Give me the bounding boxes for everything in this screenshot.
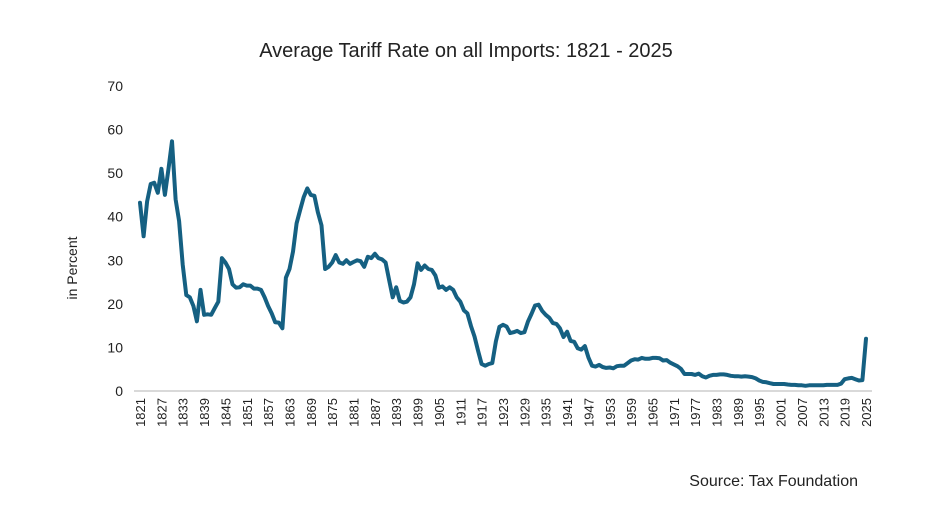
x-tick-label: 1953 [603,398,618,427]
x-tick-label: 2007 [795,398,810,427]
x-tick-label: 1839 [197,398,212,427]
x-tick-label: 2025 [859,398,874,427]
x-tick-label: 1977 [688,398,703,427]
x-tick-label: 1911 [453,398,468,426]
x-tick-label: 1863 [282,398,297,427]
x-tick-label: 2001 [774,398,789,427]
y-tick-label: 70 [107,78,123,94]
x-tick-label: 1851 [240,398,255,427]
x-tick-label: 1983 [710,398,725,427]
x-tick-label: 1995 [752,398,767,427]
x-tick-label: 1917 [475,398,490,427]
y-tick-label: 20 [107,296,123,312]
x-tick-label: 2019 [838,398,853,427]
x-tick-label: 1869 [304,398,319,427]
x-tick-label: 2013 [816,398,831,427]
x-tick-label: 1893 [389,398,404,427]
x-tick-label: 1857 [261,398,276,427]
y-tick-label: 10 [107,339,123,355]
y-tick-label: 30 [107,252,123,268]
x-tick-label: 1965 [645,398,660,427]
x-tick-label: 1887 [368,398,383,427]
source-note: Source: Tax Foundation [689,473,858,490]
x-tick-label: 1899 [411,398,426,427]
chart-title: Average Tariff Rate on all Imports: 1821… [259,40,673,62]
y-tick-label: 0 [115,383,123,399]
x-tick-label: 1935 [539,398,554,427]
x-tick-label: 1941 [560,398,575,427]
y-tick-label: 40 [107,209,123,225]
y-axis-label: in Percent [64,236,80,299]
x-tick-label: 1845 [218,398,233,427]
x-tick-label: 1923 [496,398,511,427]
x-tick-label: 1821 [133,398,148,427]
x-tick-label: 1905 [432,398,447,427]
x-tick-label: 1881 [347,398,362,427]
y-tick-labels: 0 10 20 30 40 50 60 70 [107,78,123,399]
x-tick-label: 1971 [667,398,682,427]
x-tick-label: 1959 [624,398,639,427]
y-tick-label: 60 [107,122,123,138]
x-tick-label: 1989 [731,398,746,427]
x-tick-label: 1947 [581,398,596,427]
x-tick-label: 1827 [154,398,169,427]
x-tick-label: 1833 [176,398,191,427]
x-tick-labels: 1821 1827 1833 1839 1845 1851 1857 1863 1869 1875… [133,398,874,427]
y-tick-label: 50 [107,165,123,181]
x-tick-label: 1929 [517,398,532,427]
x-tick-label: 1875 [325,398,340,427]
series-line-average-tariff-rate [138,139,868,388]
